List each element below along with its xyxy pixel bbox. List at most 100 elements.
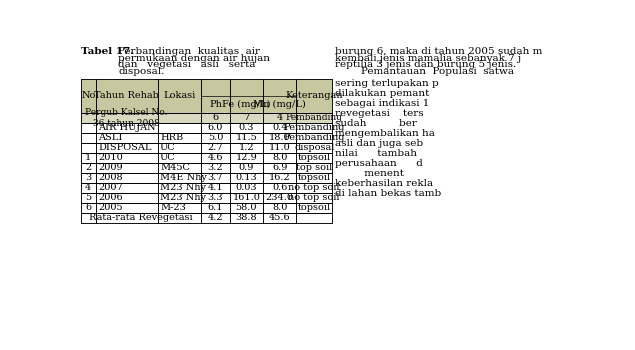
Bar bbox=[157, 79, 201, 113]
Text: Tahun Rehab: Tahun Rehab bbox=[94, 91, 159, 100]
Text: 2008: 2008 bbox=[98, 173, 123, 182]
Text: 5: 5 bbox=[85, 194, 91, 202]
Text: dilakukan pemant: dilakukan pemant bbox=[335, 89, 429, 98]
Bar bbox=[81, 123, 96, 133]
Bar bbox=[263, 133, 297, 143]
Text: 58.0: 58.0 bbox=[236, 203, 257, 212]
Text: Pembanding: Pembanding bbox=[283, 133, 345, 142]
Text: 45.6: 45.6 bbox=[269, 214, 291, 223]
Text: dan   vegetasi   asli   serta: dan vegetasi asli serta bbox=[118, 61, 256, 70]
Bar bbox=[263, 143, 297, 153]
Bar bbox=[297, 133, 332, 143]
Bar bbox=[157, 133, 201, 143]
Text: M4E Nhy: M4E Nhy bbox=[160, 173, 207, 182]
Bar bbox=[297, 153, 332, 163]
Bar bbox=[230, 143, 263, 153]
Bar bbox=[263, 113, 297, 123]
Bar bbox=[297, 123, 332, 133]
Bar bbox=[201, 183, 230, 193]
Text: AIR HUJAN: AIR HUJAN bbox=[98, 123, 156, 132]
Bar bbox=[230, 153, 263, 163]
Text: M45C: M45C bbox=[160, 163, 190, 173]
Text: 16.2: 16.2 bbox=[269, 173, 291, 182]
Bar bbox=[81, 213, 96, 223]
Text: revegetasi    ters: revegetasi ters bbox=[335, 109, 424, 118]
Text: HRB: HRB bbox=[160, 133, 184, 142]
Text: 2005: 2005 bbox=[98, 203, 123, 212]
Bar bbox=[263, 123, 297, 133]
Text: asli dan juga seb: asli dan juga seb bbox=[335, 139, 424, 148]
Text: perusahaan      d: perusahaan d bbox=[335, 159, 423, 168]
Text: Perbandingan  kualitas  air: Perbandingan kualitas air bbox=[118, 47, 260, 56]
Text: Pergub Kalsel No.
36 tahun 2008: Pergub Kalsel No. 36 tahun 2008 bbox=[85, 108, 168, 127]
Bar bbox=[201, 203, 230, 213]
Bar bbox=[157, 143, 201, 153]
Text: 2009: 2009 bbox=[98, 163, 123, 173]
Text: burung 6, maka di tahun 2005 sudah m: burung 6, maka di tahun 2005 sudah m bbox=[335, 47, 542, 56]
Bar bbox=[297, 113, 332, 123]
Text: 2.7: 2.7 bbox=[208, 144, 223, 152]
Bar bbox=[201, 143, 230, 153]
Bar bbox=[157, 183, 201, 193]
Text: no top soil: no top soil bbox=[288, 183, 340, 192]
Text: top soil: top soil bbox=[296, 163, 332, 173]
Text: 6: 6 bbox=[212, 113, 218, 122]
Text: topsoil: topsoil bbox=[298, 203, 331, 212]
Bar bbox=[263, 193, 297, 203]
Text: sudah          ber: sudah ber bbox=[335, 119, 417, 128]
Text: keberhasilan rekla: keberhasilan rekla bbox=[335, 179, 433, 188]
Bar bbox=[81, 79, 96, 113]
Bar bbox=[297, 213, 332, 223]
Bar bbox=[201, 173, 230, 183]
Text: ASLI: ASLI bbox=[98, 133, 123, 142]
Bar bbox=[157, 193, 201, 203]
Bar bbox=[157, 123, 201, 133]
Bar bbox=[263, 173, 297, 183]
Text: Mn (mg/L): Mn (mg/L) bbox=[253, 100, 306, 109]
Text: sering terlupakan p: sering terlupakan p bbox=[335, 79, 439, 88]
Bar bbox=[297, 173, 332, 183]
Bar bbox=[263, 213, 297, 223]
Text: Pemantauan  Populasi  satwa: Pemantauan Populasi satwa bbox=[335, 68, 514, 76]
Bar bbox=[263, 79, 297, 113]
Bar bbox=[297, 143, 332, 153]
Bar bbox=[230, 193, 263, 203]
Text: 12.9: 12.9 bbox=[236, 153, 257, 162]
Text: 6.0: 6.0 bbox=[208, 123, 223, 132]
Bar bbox=[201, 153, 230, 163]
Bar bbox=[297, 183, 332, 193]
Text: Pembanding: Pembanding bbox=[286, 113, 343, 122]
Text: 8.0: 8.0 bbox=[272, 153, 288, 162]
Text: 2007: 2007 bbox=[98, 183, 123, 192]
Bar bbox=[81, 173, 96, 183]
Bar bbox=[201, 163, 230, 173]
Text: 2010: 2010 bbox=[98, 153, 123, 162]
Text: Keterangan: Keterangan bbox=[286, 91, 343, 100]
Bar bbox=[157, 153, 201, 163]
Bar bbox=[201, 113, 230, 123]
Bar bbox=[81, 113, 96, 123]
Bar bbox=[201, 79, 230, 113]
Text: reptilia 3 jenis dan burung 5 jenis.: reptilia 3 jenis dan burung 5 jenis. bbox=[335, 61, 516, 70]
Text: 4: 4 bbox=[85, 183, 91, 192]
Bar bbox=[96, 153, 157, 163]
Text: 6: 6 bbox=[85, 203, 91, 212]
Text: topsoil: topsoil bbox=[298, 173, 331, 182]
Text: kembali jenis mamalia sebanyak 7 j: kembali jenis mamalia sebanyak 7 j bbox=[335, 54, 521, 63]
Text: Lokasi: Lokasi bbox=[163, 91, 196, 100]
Text: 0.6: 0.6 bbox=[272, 183, 288, 192]
Bar bbox=[96, 133, 157, 143]
Text: disposal: disposal bbox=[294, 144, 335, 152]
Bar bbox=[201, 193, 230, 203]
Bar bbox=[263, 163, 297, 173]
Bar bbox=[81, 143, 96, 153]
Bar bbox=[81, 193, 96, 203]
Text: menent: menent bbox=[335, 169, 404, 178]
Text: M23 Nhy: M23 Nhy bbox=[160, 194, 206, 202]
Bar bbox=[96, 173, 157, 183]
Bar bbox=[96, 163, 157, 173]
Bar bbox=[81, 163, 96, 173]
Text: permukaan dengan air hujan: permukaan dengan air hujan bbox=[118, 54, 270, 63]
Text: 38.8: 38.8 bbox=[236, 214, 257, 223]
Text: nilai      tambah: nilai tambah bbox=[335, 149, 417, 158]
